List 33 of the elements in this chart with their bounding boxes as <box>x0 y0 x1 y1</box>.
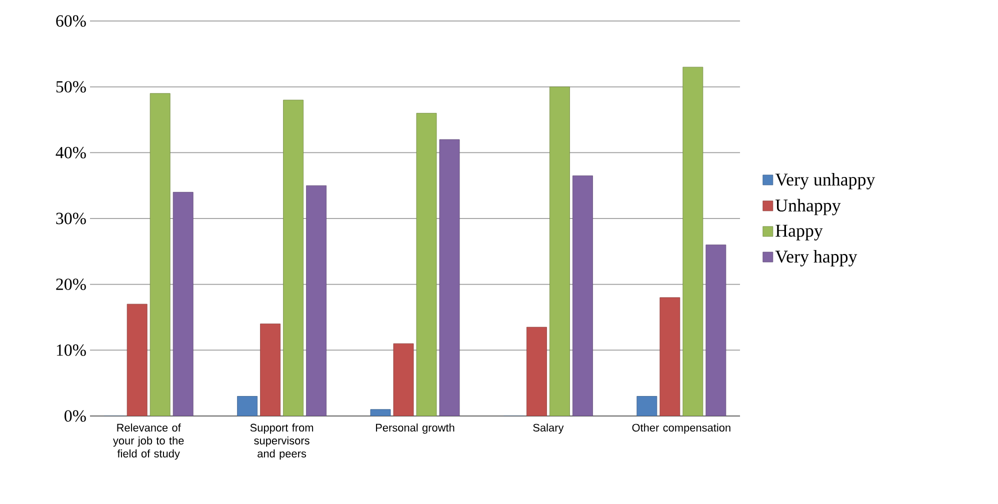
bar <box>706 244 726 416</box>
bar <box>260 324 281 416</box>
x-tick-label: Other compensation <box>632 424 730 434</box>
bar <box>682 66 704 416</box>
y-tick-label: 30% <box>56 212 86 224</box>
legend-label: Unhappy <box>775 198 841 216</box>
bar <box>550 86 570 416</box>
bar <box>237 396 258 416</box>
y-tick-label: 20% <box>56 278 86 290</box>
y-tick-label: 0% <box>64 410 86 422</box>
x-tick-label: Personal growth <box>376 424 454 434</box>
bar <box>150 93 170 416</box>
bar <box>526 326 547 416</box>
y-tick-label: 10% <box>56 344 86 356</box>
bar <box>572 176 593 416</box>
bar <box>172 192 194 416</box>
y-tick-label: 60% <box>56 15 86 27</box>
bar <box>126 304 148 416</box>
y-tick-label: 50% <box>56 81 86 93</box>
x-tick-label: Relevance of your job to the field of study <box>113 424 184 460</box>
bar <box>636 396 658 416</box>
legend-label: Very happy <box>775 250 858 266</box>
legend-label: Happy <box>776 224 823 240</box>
bar <box>393 343 414 416</box>
bar <box>439 139 460 416</box>
y-tick-label: 40% <box>56 146 86 158</box>
bar <box>283 100 304 416</box>
bar <box>416 112 437 416</box>
bar <box>306 185 327 416</box>
x-tick-label: Salary <box>533 424 564 434</box>
bar <box>660 297 680 416</box>
legend-label: Very unhappy <box>775 172 876 190</box>
x-tick-label: Support from supervisors and peers <box>250 424 314 460</box>
